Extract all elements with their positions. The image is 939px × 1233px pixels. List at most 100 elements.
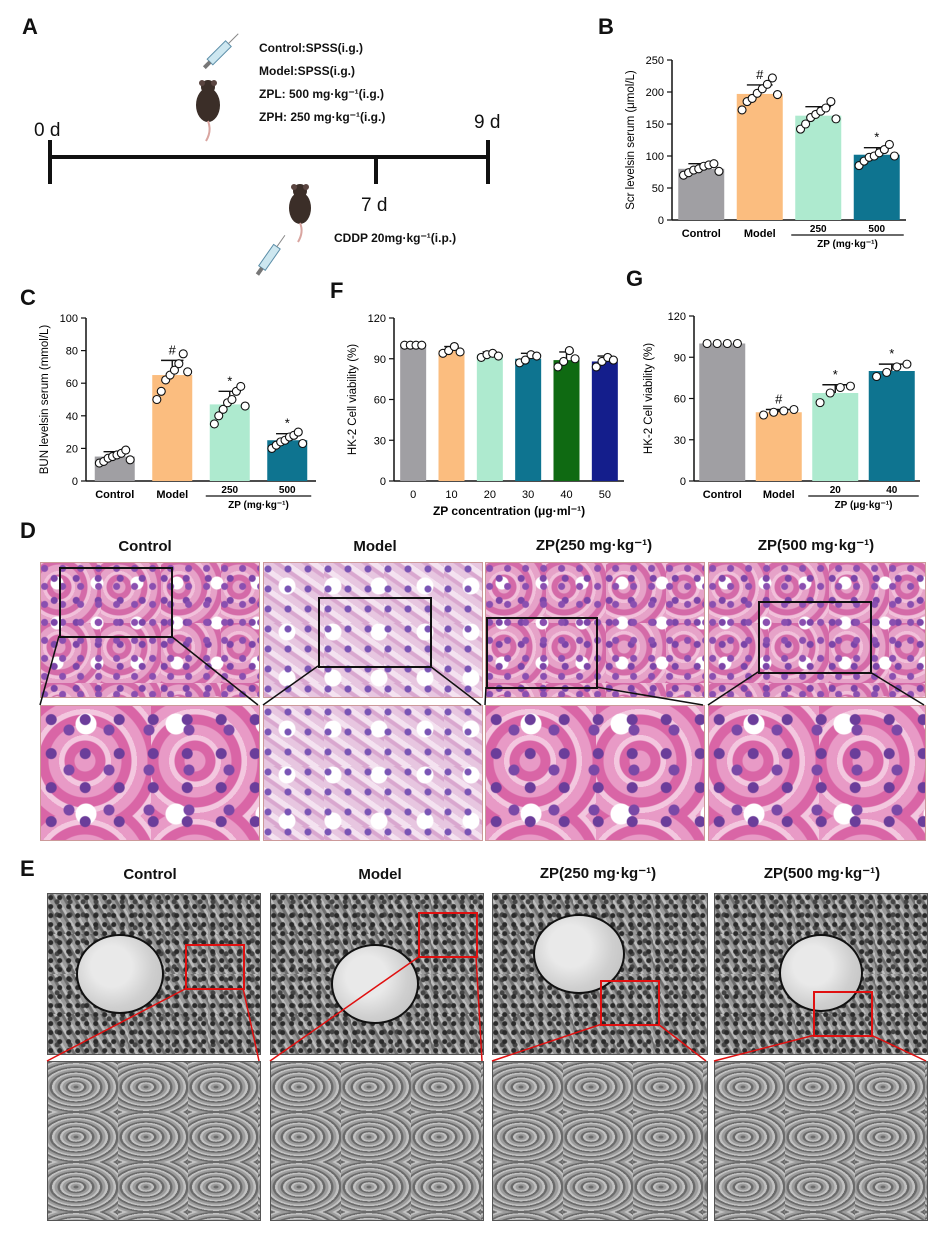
chart-B-group-label: ZP (mg·kg⁻¹): [817, 239, 878, 250]
he-header-control: Control: [118, 538, 172, 555]
chart-G-category-label: 40: [886, 485, 898, 496]
treatment-control: Control:SPSS(i.g.): [259, 41, 363, 55]
chart-B-point: [762, 79, 772, 89]
chart-F-ytick-label: 60: [374, 395, 386, 407]
chart-G-point: [722, 338, 732, 349]
chart-G-ytick-label: 30: [674, 435, 686, 447]
chart-C-point: [152, 394, 162, 405]
chart-G-bar: [812, 393, 859, 481]
chart-B-point: [737, 105, 747, 115]
chart-C-sig-mark: *: [227, 373, 232, 388]
chart-G-point: [845, 381, 855, 391]
nucleus: [779, 934, 863, 1012]
tem-header-control: Control: [123, 866, 177, 883]
chart-C-ytick-label: 100: [60, 313, 78, 325]
chart-C-point: [236, 381, 246, 392]
chart-C-point: [156, 386, 166, 396]
chart-C-category-label: 500: [279, 485, 296, 496]
chart-C-point: [169, 365, 179, 375]
chart-G-sig-mark: *: [889, 346, 894, 361]
chart-C-point: [298, 438, 308, 449]
chart-C-sig-mark: #: [169, 342, 177, 357]
zoom-box-control: [59, 567, 173, 638]
chart-F-category-label: 50: [599, 489, 611, 501]
tem-header-zp500: ZP(500 mg·kg⁻¹): [763, 865, 881, 882]
panel-letter-a: A: [22, 14, 38, 39]
chart-F-category-label: 10: [445, 489, 457, 501]
chart-G-point: [892, 362, 902, 372]
nucleus: [331, 944, 419, 1024]
syringe-icon: [202, 33, 239, 70]
chart-C-ytick-label: 80: [66, 346, 78, 358]
chart-C-sig-mark: *: [285, 416, 290, 431]
chart-F-ytick-label: 30: [374, 435, 386, 447]
mouse-icon: [196, 80, 220, 142]
chart-B-ylabel: Scr levelsin serum (μmol/L): [625, 70, 637, 210]
chart-F-category-label: 20: [484, 489, 496, 501]
panel-letter-f: F: [330, 278, 344, 303]
chart-C-point: [227, 394, 237, 405]
tem-zoom-box-zp500: [813, 991, 873, 1037]
tem-zoom-box-zp250: [600, 980, 660, 1026]
chart-G-group-label: ZP (μg·kg⁻¹): [835, 500, 893, 511]
chart-B-point: [826, 97, 836, 107]
chart-G-bar: [868, 371, 915, 481]
chart-B-category-label: Control: [682, 228, 721, 240]
chart-F-point: [532, 351, 542, 361]
chart-F-ylabel: HK-2 Cell viability (%): [347, 344, 359, 455]
he-header-zp250: ZP(250 mg·kg⁻¹): [535, 537, 653, 554]
chart-F-point: [608, 355, 618, 365]
tem-zp500-low: [714, 893, 928, 1055]
chart-F-point: [493, 351, 503, 361]
chart-F-ytick-label: 0: [380, 476, 386, 488]
chart-B-point: [831, 114, 841, 124]
panel-letter-g: G: [626, 266, 644, 291]
timeline-day-0: 0 d: [34, 120, 61, 141]
tem-zp250-high: [492, 1061, 708, 1221]
chart-B-bar: [736, 93, 783, 220]
zoom-box-model: [318, 597, 432, 668]
chart-F-ytick-label: 120: [368, 313, 386, 325]
chart-F-point: [449, 341, 459, 352]
tem-zoom-box-control: [185, 944, 245, 990]
chart-F-point: [520, 355, 530, 365]
he-zp250-high: [485, 705, 705, 841]
he-model-high: [263, 705, 483, 841]
panel-letter-d: D: [20, 518, 36, 543]
panel-letter-b: B: [598, 14, 614, 39]
chart-G-sig-mark: *: [833, 367, 838, 382]
chart-F-point: [553, 362, 563, 372]
tem-zp500-high: [714, 1061, 928, 1221]
chart-C-point: [121, 445, 131, 455]
chart-G-point: [815, 398, 825, 408]
timeline-svg: [48, 33, 490, 276]
tem-header-model: Model: [358, 866, 402, 883]
chart-G-bar: [699, 343, 746, 481]
chart-B-sig-mark: #: [756, 67, 764, 82]
he-control-high: [40, 705, 260, 841]
chart-B-ytick-label: 50: [652, 183, 664, 195]
chart-C-ylabel: BUN levelsin serum (mmol/L): [39, 325, 51, 475]
chart-G-ylabel: HK-2 Cell viability (%): [643, 343, 655, 454]
chart-B-point: [714, 166, 724, 176]
chart-G-point: [825, 388, 835, 398]
chart-C-point: [218, 404, 228, 414]
chart-F-bar: [515, 358, 542, 481]
chart-B-ytick-label: 100: [646, 151, 664, 163]
chart-F-category-label: 40: [560, 489, 572, 501]
chart-C-point: [293, 427, 303, 437]
chart-B-sig-mark: *: [874, 130, 879, 145]
chart-F-category-label: 0: [410, 489, 416, 501]
timeline-day-7: 7 d: [361, 195, 388, 216]
chart-G-point: [712, 338, 722, 349]
nucleus: [76, 934, 164, 1014]
chart-F-xlabel: ZP concentration (μg·ml⁻¹): [433, 504, 585, 518]
zoom-box-zp250: [486, 617, 598, 689]
tem-model-high: [270, 1061, 484, 1221]
chart-G-point: [759, 410, 769, 420]
chart-C-category-label: Model: [156, 489, 188, 501]
chart-B-category-label: 250: [810, 224, 827, 235]
chart-B-point: [889, 151, 900, 161]
treatment-model: Model:SPSS(i.g.): [259, 64, 355, 78]
